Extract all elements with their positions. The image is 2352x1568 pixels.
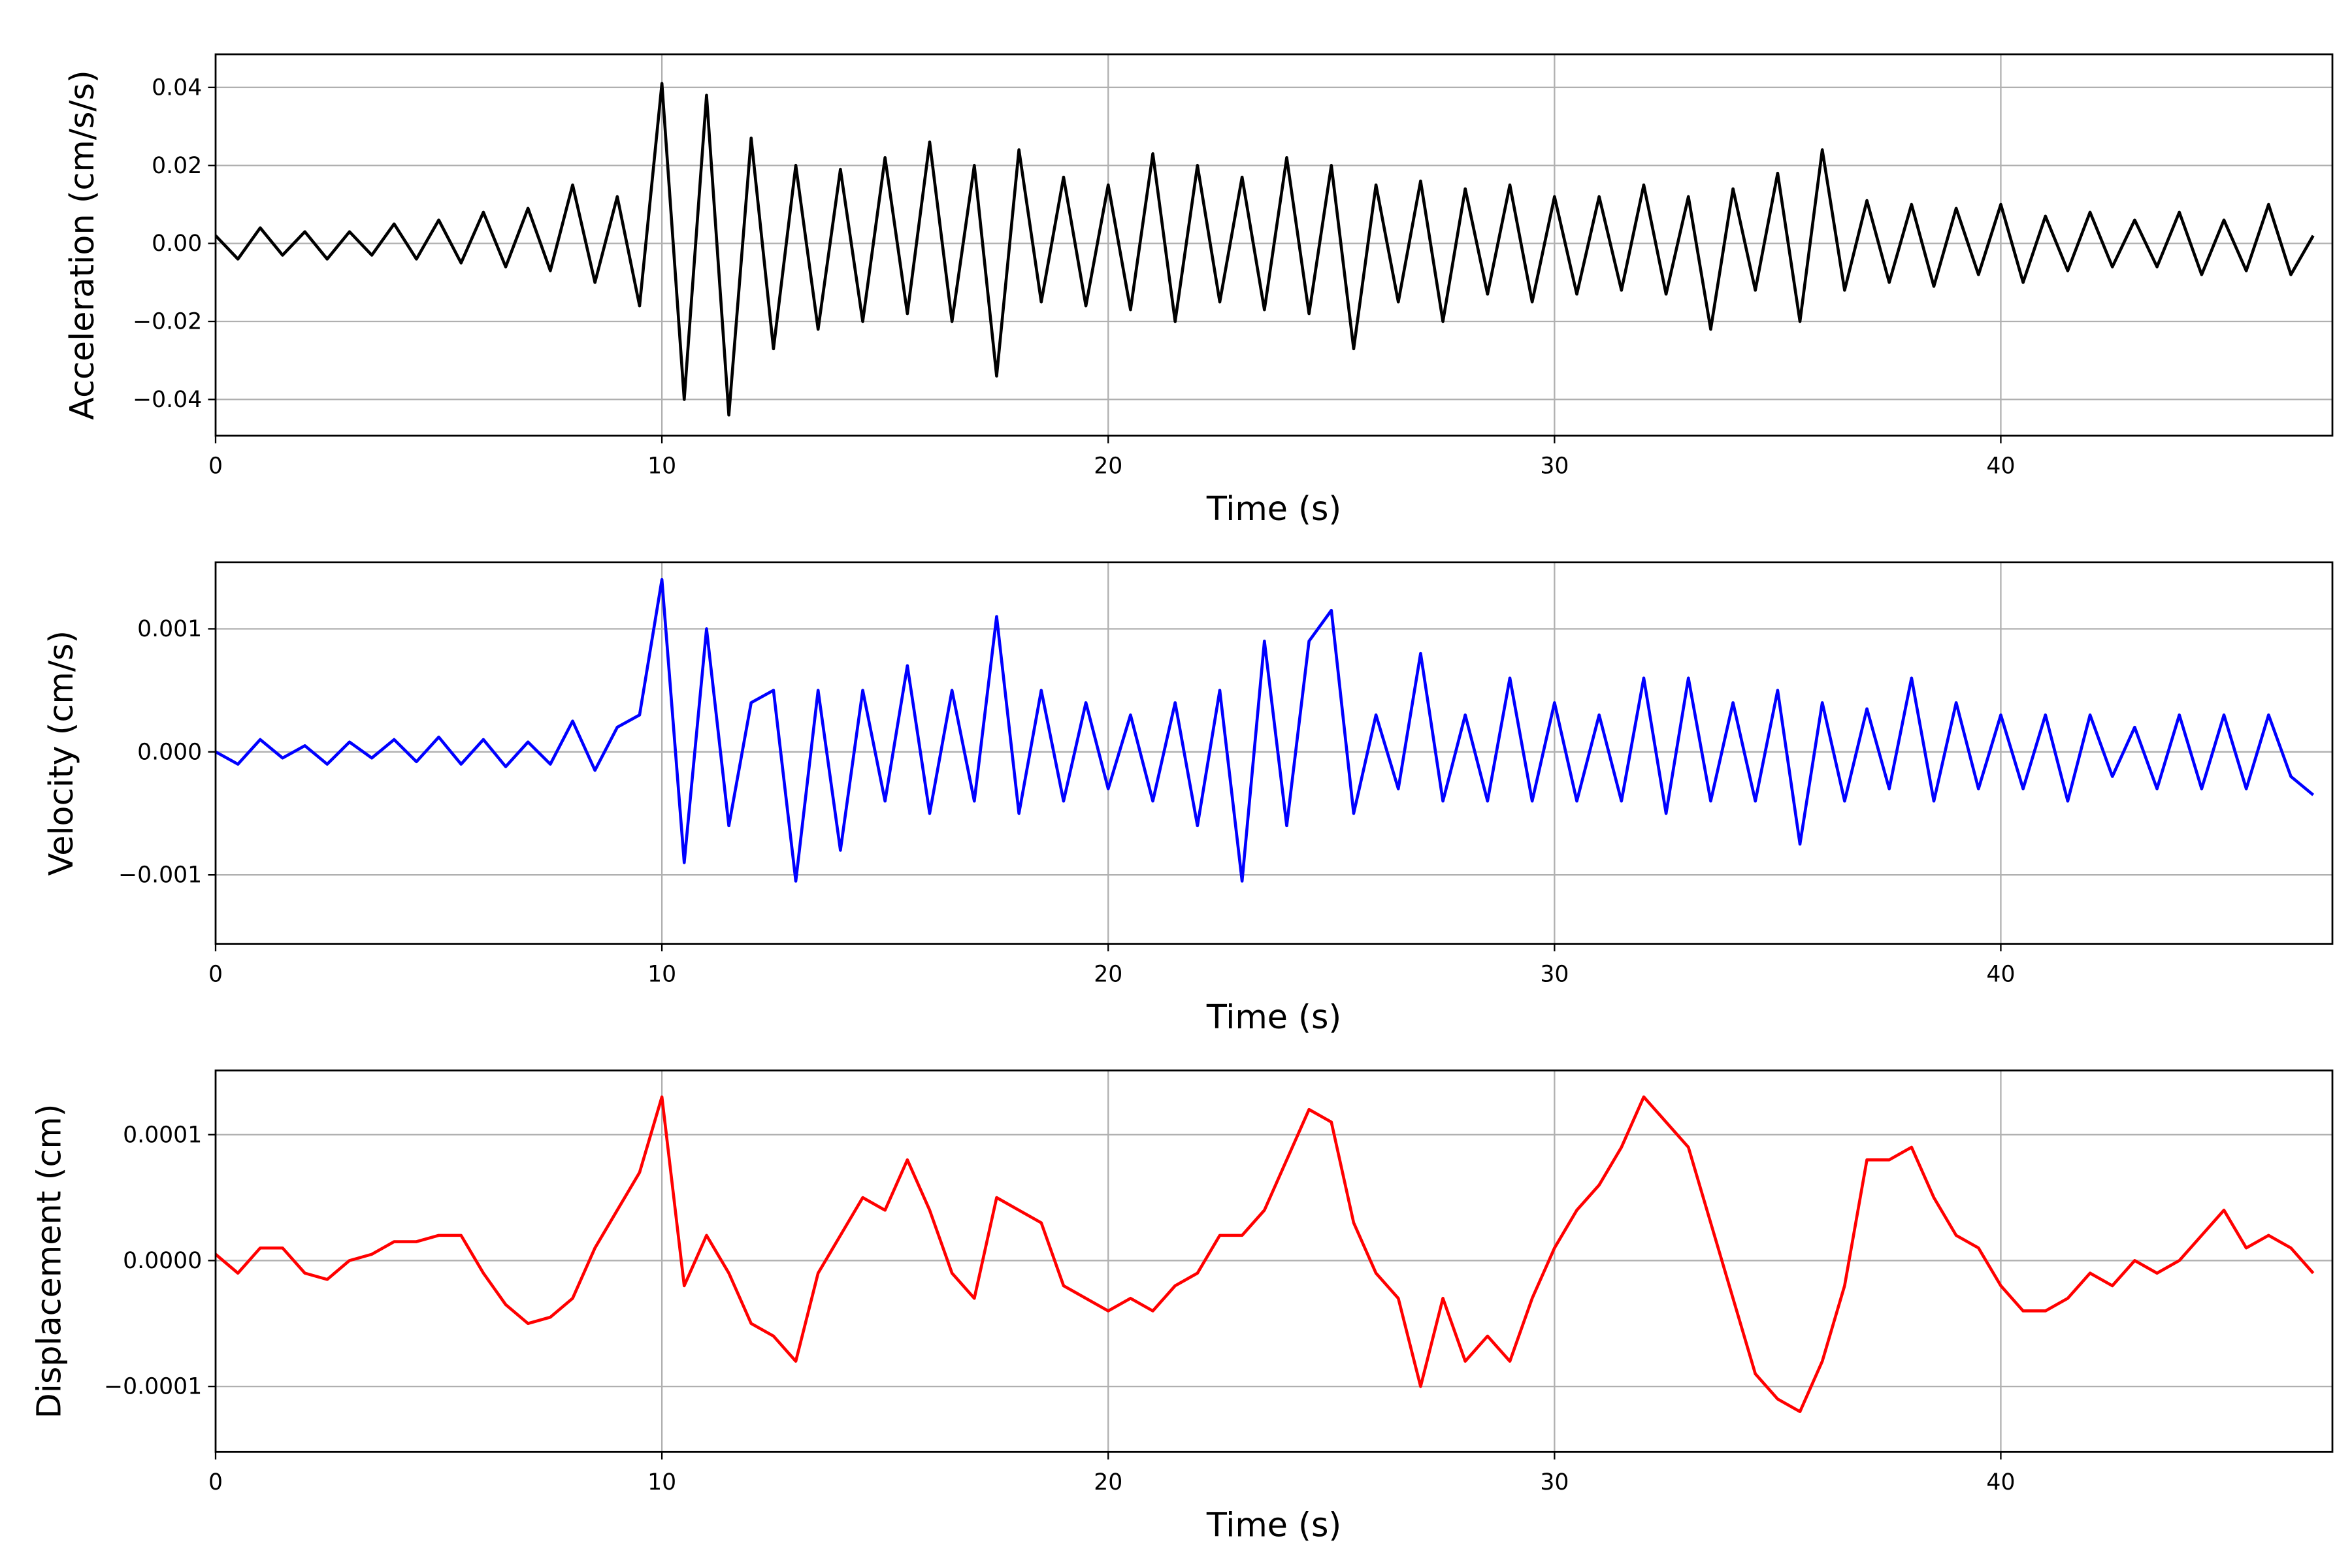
y-axis-label: Acceleration (cm/s/s) [63,70,101,420]
x-tick-label: 40 [1986,453,2015,480]
data-line [215,82,2315,417]
x-tick-label: 0 [208,1469,223,1495]
x-tick-label: 0 [208,961,223,987]
x-tick-label: 0 [208,453,223,480]
y-tick-label: 0.0001 [123,1122,202,1148]
y-tick-label: 0.02 [152,153,202,179]
x-tick-label: 30 [1540,453,1569,480]
y-tick-label: −0.0001 [104,1374,202,1400]
x-tick-label: 30 [1540,1469,1569,1495]
y-tick-label: −0.02 [133,309,202,335]
x-tick-label: 40 [1986,1469,2015,1495]
x-tick-label: 40 [1986,961,2015,987]
y-tick-label: 0.000 [137,739,202,765]
x-axis-label: Time (s) [1206,489,1341,528]
x-tick-label: 20 [1094,1469,1122,1495]
y-tick-label: −0.04 [133,387,202,413]
y-tick-label: 0.00 [152,231,202,257]
y-tick-label: 0.04 [152,74,202,101]
y-axis-label: Displacement (cm) [29,1103,68,1418]
y-axis-label: Velocity (cm/s) [42,630,80,876]
y-tick-label: −0.001 [118,862,202,889]
x-tick-label: 30 [1540,961,1569,987]
x-tick-label: 10 [647,453,676,480]
x-tick-label: 10 [647,961,676,987]
plot-frame [214,53,2334,437]
x-tick-label: 10 [647,1469,676,1495]
y-tick-label: 0.0000 [123,1248,202,1274]
x-axis-label: Time (s) [1206,1506,1341,1544]
y-tick-label: 0.001 [137,616,202,642]
x-tick-label: 20 [1094,453,1122,480]
x-tick-label: 20 [1094,961,1122,987]
plot-frame [214,561,2334,945]
data-line [215,578,2315,883]
data-line [215,1095,2315,1413]
plot-frame [214,1070,2334,1453]
x-axis-label: Time (s) [1206,998,1341,1036]
